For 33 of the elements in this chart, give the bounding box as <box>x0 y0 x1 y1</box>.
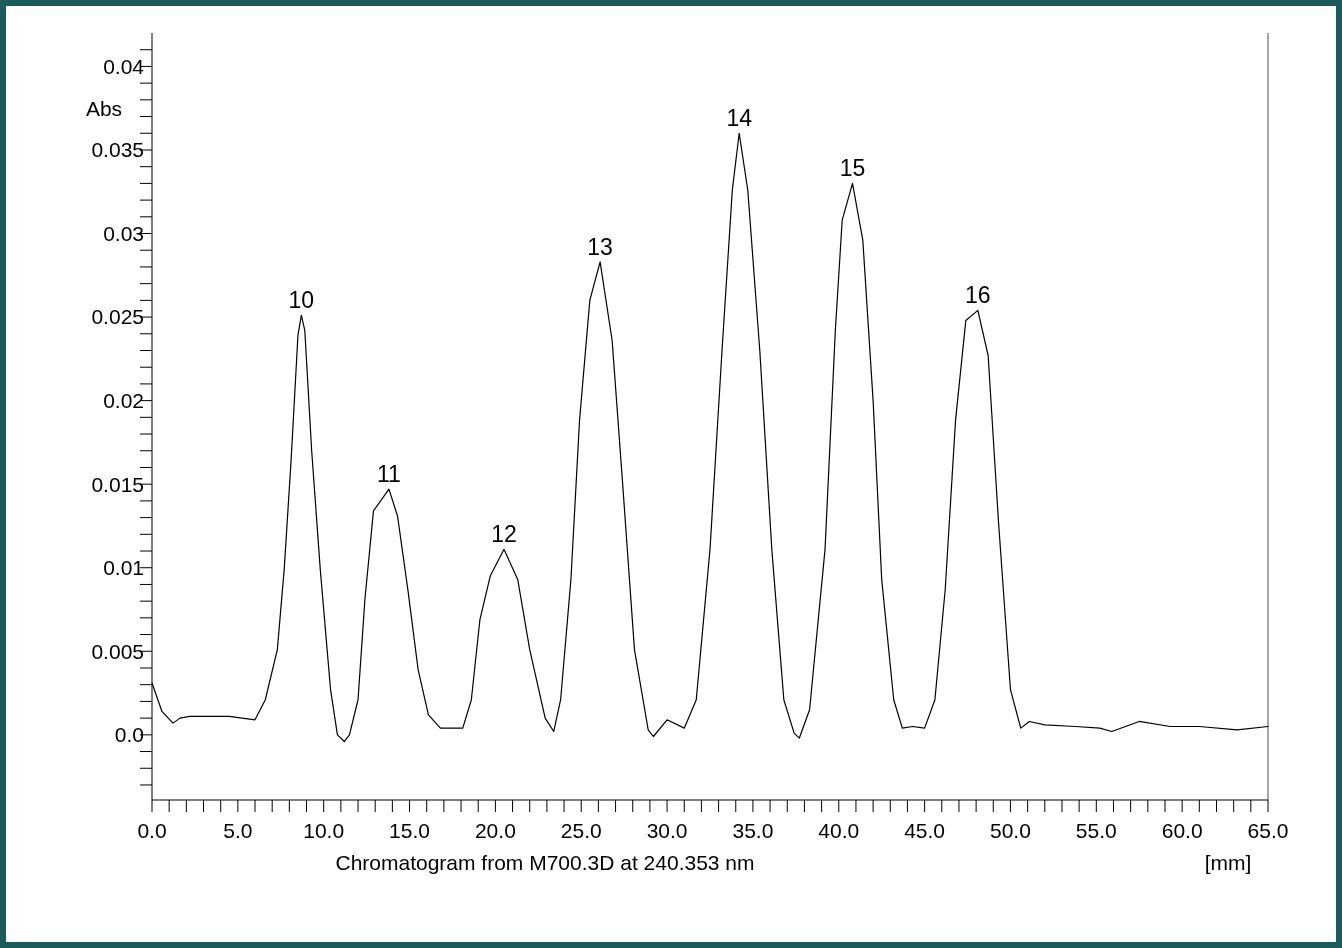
y-tick-label: 0.03 <box>103 221 144 245</box>
x-tick-label: 5.0 <box>223 819 253 842</box>
annotation: 15 <box>839 155 866 182</box>
x-tick-label: 20.0 <box>474 819 516 842</box>
y-axis-title: Abs <box>85 97 123 120</box>
y-tick-label: 0.04 <box>103 54 145 78</box>
x-tick-label: 25.0 <box>560 819 602 842</box>
annotation: 12 <box>491 521 517 548</box>
x-axis-title: Chromatogram from M700.3D at 240.353 nm <box>335 851 755 874</box>
x-tick-label: 35.0 <box>732 819 774 842</box>
text: [mm] <box>1204 851 1252 874</box>
y-tick-label: 0.015 <box>91 472 144 496</box>
x-tick-label: 50.0 <box>990 819 1031 842</box>
x-tick-label: 10.0 <box>303 819 345 842</box>
annotation: 14 <box>726 105 753 132</box>
annotation: 11 <box>376 461 401 488</box>
y-tick-label: 0.02 <box>103 388 144 412</box>
y-tick-label: 0.035 <box>91 138 144 162</box>
y-tick-label: 0.0 <box>114 723 144 747</box>
x-tick-label: 55.0 <box>1075 819 1117 842</box>
y-tick-label: 0.025 <box>91 305 144 329</box>
x-tick-label: 65.0 <box>1247 819 1289 842</box>
annotation: 16 <box>965 282 991 309</box>
x-tick-label: 15.0 <box>389 819 430 842</box>
x-tick-label: 0.0 <box>137 819 167 842</box>
x-tick-label: 60.0 <box>1161 819 1203 842</box>
annotation: 10 <box>288 287 315 314</box>
annotation: 13 <box>587 233 613 260</box>
x-tick-label: 45.0 <box>904 819 946 842</box>
x-tick-label: 30.0 <box>646 819 688 842</box>
y-tick-label: 0.01 <box>103 556 144 580</box>
x-tick-label: 40.0 <box>818 819 860 842</box>
y-tick-label: 0.005 <box>91 639 144 663</box>
